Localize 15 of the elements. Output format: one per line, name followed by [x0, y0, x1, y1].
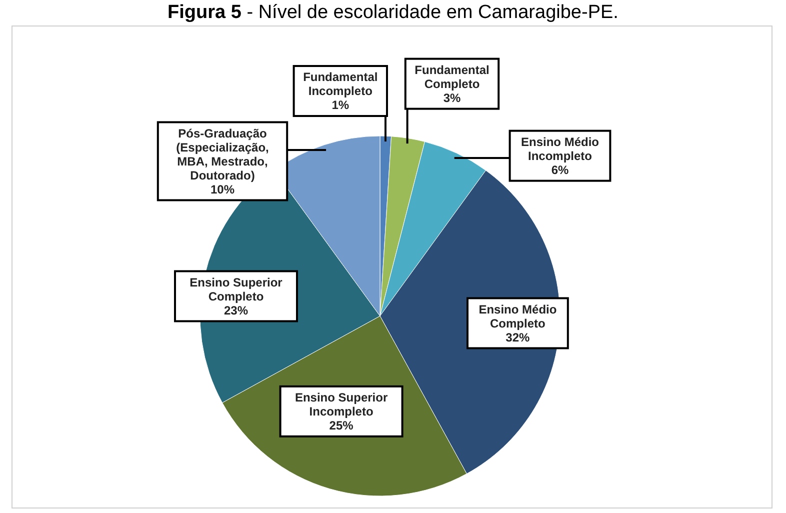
slice-label: Ensino Médio Incompleto	[521, 135, 599, 163]
data-label: 6%	[551, 163, 569, 177]
slice-label: Fundamental Completo	[414, 63, 490, 91]
slice-label: Fundamental Incompleto	[303, 70, 378, 98]
slice-label: Pós-Graduação (Especialização, MBA, Mestrado, Doutorado)	[176, 126, 269, 182]
chart-title: Figura 5 - Nível de escolaridade em Camaragibe-PE.	[168, 2, 618, 23]
data-label: 1%	[332, 98, 350, 112]
slice-label: Ensino Médio Completo	[478, 302, 557, 330]
slice-label: Ensino Superior Completo	[190, 275, 283, 304]
slice-label: Ensino Superior Incompleto	[294, 390, 388, 419]
data-label: 32%	[506, 330, 530, 344]
data-label: 23%	[224, 303, 248, 318]
data-label: 25%	[329, 418, 354, 433]
data-label: 10%	[210, 182, 235, 196]
data-label: 3%	[443, 91, 461, 105]
